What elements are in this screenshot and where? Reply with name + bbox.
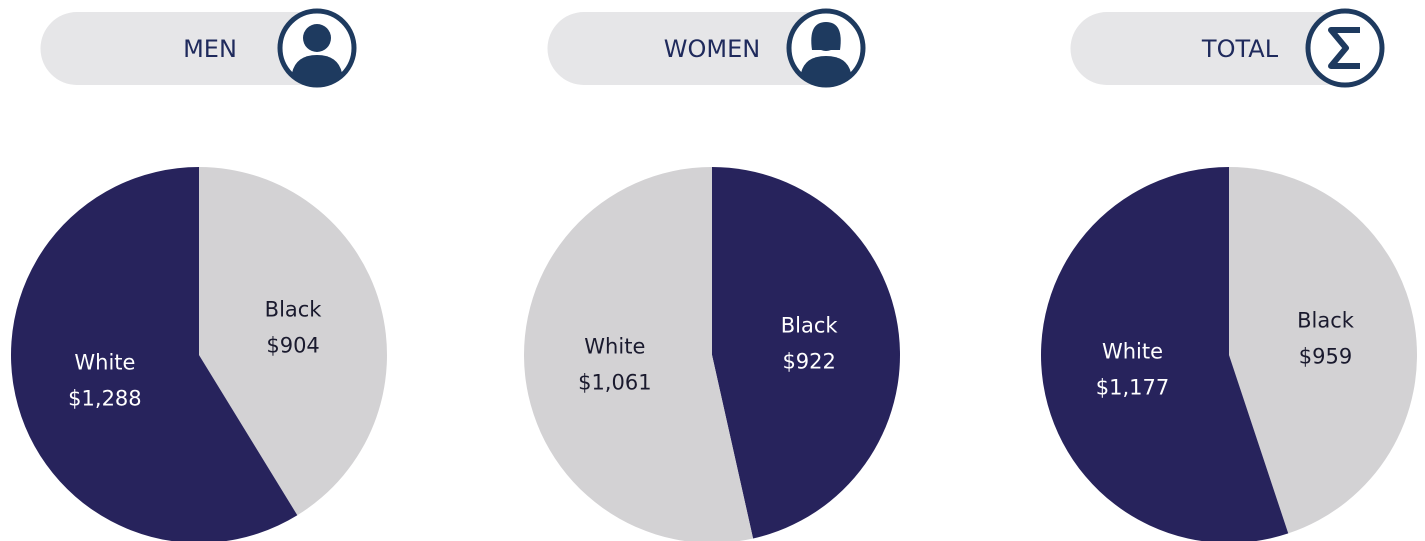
header-title: WOMEN	[664, 35, 760, 63]
pie-slice	[712, 167, 901, 539]
slice-category: Black	[781, 313, 839, 337]
slice-category: White	[74, 351, 135, 375]
slice-value: $1,177	[1096, 376, 1169, 400]
slice-value: $1,061	[578, 371, 651, 395]
pie-slice	[11, 167, 298, 541]
pie-slice	[199, 167, 387, 516]
slice-value: $904	[266, 333, 319, 357]
header-women: WOMEN	[547, 8, 866, 88]
header-men: MEN	[40, 8, 357, 88]
pie-slice	[1041, 167, 1289, 541]
icon-sigma	[1328, 27, 1360, 69]
pill	[1070, 11, 1360, 85]
slice-category: White	[1102, 340, 1163, 364]
slice-category: Black	[1297, 308, 1355, 332]
icon-body	[292, 55, 342, 85]
pies: Black $904 White $1,288 Black $922 White $1,061…	[11, 167, 1418, 541]
icon-body	[801, 56, 851, 85]
pill	[40, 11, 331, 85]
slice-value: $959	[1299, 344, 1352, 368]
icon-head	[303, 24, 331, 52]
pie-slice	[524, 167, 754, 541]
pill	[547, 11, 840, 85]
header-total: TOTAL	[1070, 8, 1385, 88]
header-title: MEN	[183, 35, 237, 63]
slice-value: $1,288	[68, 387, 141, 411]
icon-head	[814, 27, 838, 51]
header-title: TOTAL	[1201, 35, 1279, 63]
pie-slice	[1229, 167, 1418, 534]
slice-category: White	[584, 335, 645, 359]
slice-category: Black	[265, 297, 323, 321]
slice-value: $922	[782, 349, 835, 373]
